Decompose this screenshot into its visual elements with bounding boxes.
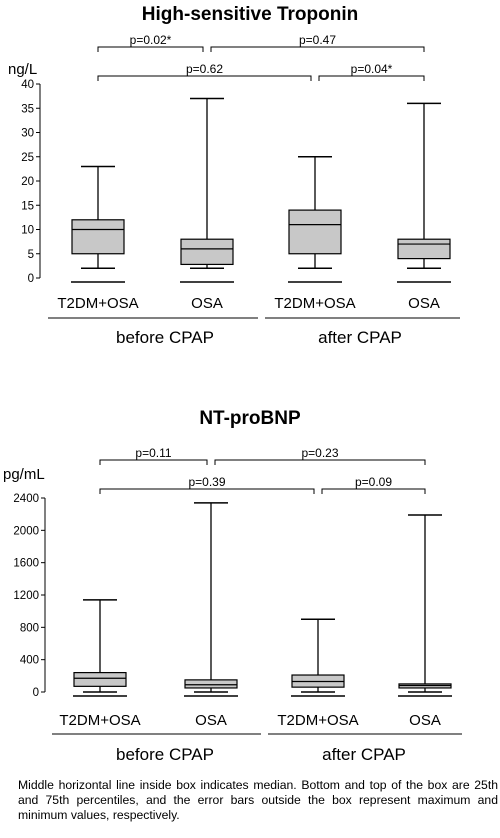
y-unit-label: ng/L xyxy=(8,61,37,78)
y-tick-label: 1600 xyxy=(13,558,39,570)
y-tick-label: 5 xyxy=(28,249,34,261)
box-plot-2 xyxy=(180,97,234,270)
box-plot-2 xyxy=(184,502,238,693)
period-label: after CPAP xyxy=(318,328,402,347)
comparison-bracket xyxy=(99,488,315,494)
comparison-bracket xyxy=(318,75,425,81)
y-tick-label: 25 xyxy=(21,152,34,164)
y-tick-label: 2400 xyxy=(13,493,39,505)
comparison-bracket xyxy=(214,459,426,465)
y-tick-label: 35 xyxy=(21,103,34,115)
group-label: T2DM+OSA xyxy=(59,712,140,729)
figure-caption: Middle horizontal line inside box indica… xyxy=(18,778,498,822)
p-value-label: p=0.23 xyxy=(301,446,338,460)
iqr-box xyxy=(397,238,451,260)
y-tick-label: 40 xyxy=(21,79,34,91)
group-label: OSA xyxy=(191,295,223,312)
period-label: after CPAP xyxy=(322,745,406,764)
iqr-box xyxy=(180,238,234,266)
period-label: before CPAP xyxy=(116,745,214,764)
group-label: T2DM+OSA xyxy=(277,712,358,729)
comparison-bracket xyxy=(97,75,312,81)
p-value-label: p=0.02* xyxy=(130,33,172,47)
y-tick-label: 800 xyxy=(20,622,39,634)
comparison-bracket xyxy=(97,46,204,52)
box-plot-1 xyxy=(73,599,127,693)
y-tick-label: 0 xyxy=(33,687,39,699)
p-value-label: p=0.04* xyxy=(351,62,393,76)
group-label: T2DM+OSA xyxy=(57,295,138,312)
p-value-label: p=0.09 xyxy=(355,475,392,489)
iqr-box xyxy=(184,679,238,689)
box-plot-3 xyxy=(291,618,345,693)
box-plot-3 xyxy=(288,156,342,270)
comparison-bracket xyxy=(321,488,426,494)
comparison-bracket xyxy=(99,459,208,465)
box-plot-1 xyxy=(71,165,125,270)
y-tick-label: 0 xyxy=(28,273,34,285)
comparison-bracket xyxy=(210,46,425,52)
group-label: T2DM+OSA xyxy=(274,295,355,312)
box-plot-4 xyxy=(397,102,451,270)
box-plot-4 xyxy=(398,514,452,693)
chart-2: NT-proBNP pg/mL 0 400 800 1200 1600 2000 2400 T2D… xyxy=(3,408,462,764)
y-tick-label: 10 xyxy=(21,225,34,237)
p-value-label: p=0.11 xyxy=(135,446,171,460)
p-value-label: p=0.47 xyxy=(299,33,336,47)
iqr-box xyxy=(71,219,125,255)
group-label: OSA xyxy=(408,295,440,312)
chart-title: NT-proBNP xyxy=(199,408,301,429)
chart-title: High-sensitive Troponin xyxy=(142,4,358,25)
p-value-label: p=0.62 xyxy=(186,62,223,76)
group-label: OSA xyxy=(409,712,441,729)
y-tick-label: 30 xyxy=(21,128,34,140)
period-label: before CPAP xyxy=(116,328,214,347)
group-label: OSA xyxy=(195,712,227,729)
p-value-label: p=0.39 xyxy=(188,475,225,489)
y-tick-label: 20 xyxy=(21,176,34,188)
y-tick-label: 15 xyxy=(21,200,34,212)
y-tick-label: 400 xyxy=(20,655,39,667)
iqr-box xyxy=(73,671,127,687)
y-tick-label: 2000 xyxy=(13,525,39,537)
iqr-box xyxy=(288,209,342,255)
y-unit-label: pg/mL xyxy=(3,466,45,483)
chart-1: High-sensitive Troponin ng/L 0 5 10 15 20 25 30 3… xyxy=(8,4,460,347)
y-tick-label: 1200 xyxy=(13,590,39,602)
